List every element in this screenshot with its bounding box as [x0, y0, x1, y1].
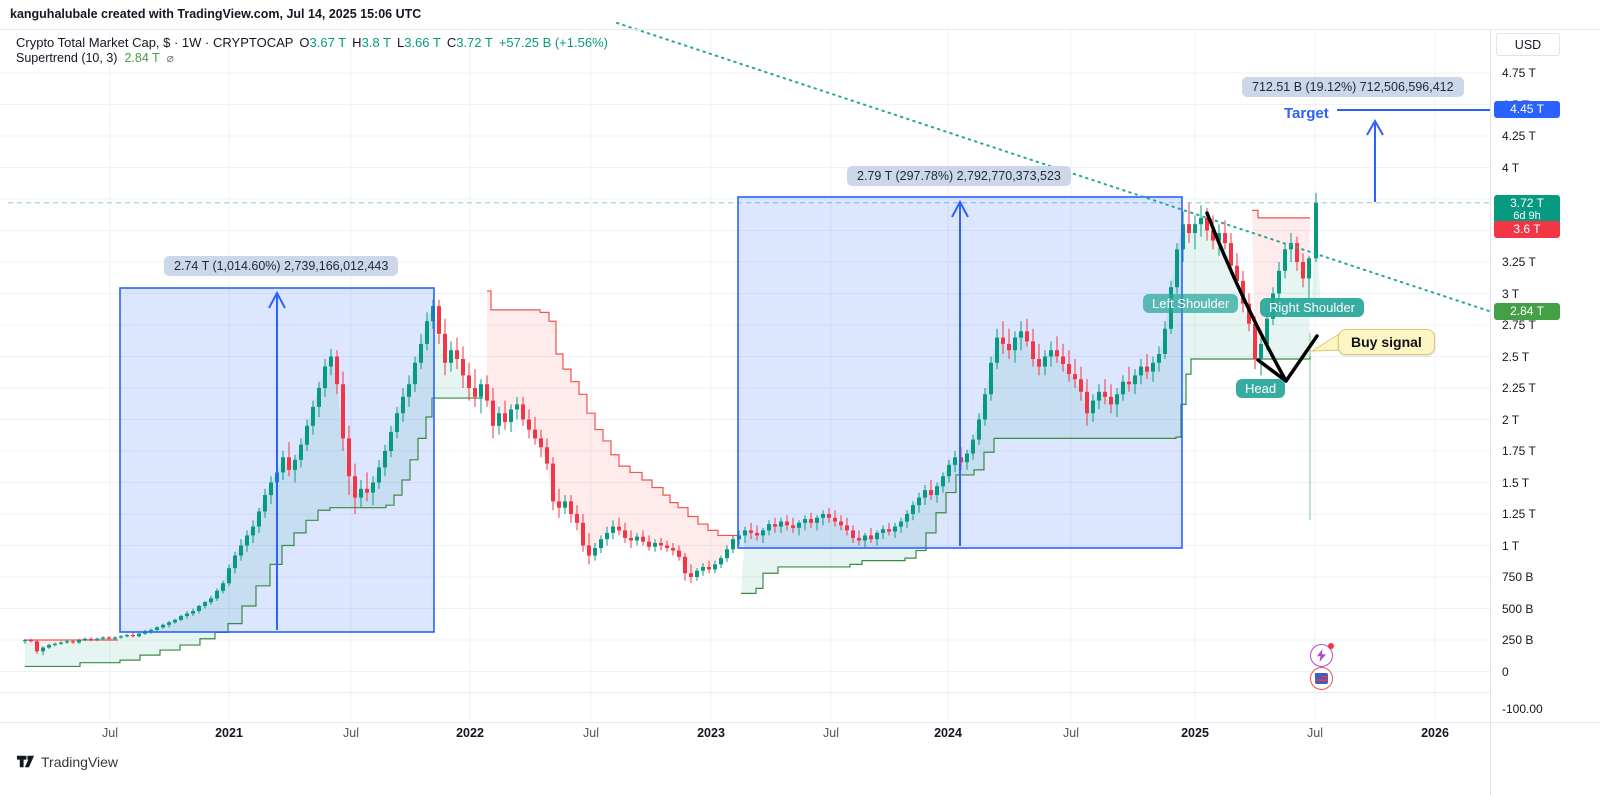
top-separator	[0, 29, 1600, 30]
pane-separator[interactable]	[0, 692, 1490, 693]
y-axis-tick: 1.25 T	[1502, 507, 1536, 521]
flag-idea-bubble[interactable]	[1310, 667, 1333, 690]
x-axis-tick: 2022	[456, 726, 484, 740]
y-axis-tick: 250 B	[1502, 633, 1534, 647]
indicator-value: 2.84 T	[124, 51, 160, 65]
y-axis-tick: 2.75 T	[1502, 318, 1536, 332]
lightning-icon	[1317, 649, 1326, 662]
bar-countdown: 6d 9h	[1513, 210, 1541, 222]
flag-icon	[1315, 673, 1328, 684]
symbol-title[interactable]: Crypto Total Market Cap, $ · 1W · CRYPTO…	[16, 35, 294, 50]
target-text[interactable]: Target	[1284, 105, 1329, 122]
indicator-hidden-icon[interactable]: ⌀	[166, 51, 174, 65]
attribution-text: kanguhalubale created with TradingView.c…	[10, 7, 422, 21]
measure-label-2021[interactable]: 2.74 T (1,014.60%) 2,739,166,012,443	[164, 256, 399, 276]
currency-selector[interactable]: USD	[1496, 33, 1560, 56]
x-axis-tick: 2026	[1421, 726, 1449, 740]
y-axis-tick: 500 B	[1502, 601, 1534, 616]
x-axis-tick: Jul	[823, 726, 839, 740]
y-axis-tick: 4.25 T	[1502, 129, 1536, 143]
y-axis-tick: 3 T	[1502, 286, 1520, 301]
target-arrow	[1337, 109, 1490, 202]
stop-level-badge: 3.6 T	[1494, 221, 1560, 238]
y-axis-tick: 4 T	[1502, 160, 1520, 175]
ohlc-high-value: 3.8 T	[361, 35, 391, 50]
tradingview-logo-icon	[16, 755, 35, 768]
tradingview-watermark[interactable]: TradingView	[16, 752, 118, 771]
x-axis-tick: 2021	[215, 726, 243, 740]
ohlc-low-label: L	[396, 35, 405, 50]
supertrend-value-badge: 2.84 T	[1494, 303, 1560, 320]
y-axis-tick: 3.25 T	[1502, 255, 1536, 269]
price-axis[interactable]	[1490, 30, 1600, 795]
right-shoulder-label[interactable]: Right Shoulder	[1260, 298, 1364, 317]
measure-arrows	[119, 196, 1183, 633]
time-axis-separator	[0, 722, 1600, 723]
ohlc-low-value: 3.66 T	[404, 35, 441, 50]
ohlc-open-label: O	[299, 35, 310, 50]
trend-arrow-black	[1205, 211, 1319, 383]
indicator-legend[interactable]: Supertrend (10, 3) 2.84 T ⌀	[16, 51, 174, 65]
grid	[0, 30, 1490, 722]
symbol-legend[interactable]: Crypto Total Market Cap, $ · 1W · CRYPTO…	[16, 35, 608, 50]
y-axis-tick: 4.75 T	[1502, 66, 1536, 80]
x-axis-tick: 2023	[697, 726, 725, 740]
x-axis-tick: 2025	[1181, 726, 1209, 740]
flash-idea-bubble[interactable]	[1310, 643, 1334, 667]
last-price-badge: 3.72 T 6d 9h	[1494, 195, 1560, 225]
ohlc-close-label: C	[446, 35, 457, 50]
change-value: +57.25 B (+1.56%)	[498, 35, 608, 50]
indicator-title[interactable]: Supertrend (10, 3)	[16, 51, 118, 65]
x-axis-tick: Jul	[583, 726, 599, 740]
x-axis-tick: Jul	[343, 726, 359, 740]
y-axis-tick: 1.75 T	[1502, 444, 1536, 458]
x-axis-tick: Jul	[1063, 726, 1079, 740]
y-axis-tick: 1 T	[1502, 538, 1520, 553]
ohlc-close-value: 3.72 T	[456, 35, 493, 50]
y-axis-tick: 1.5 T	[1502, 475, 1530, 490]
notification-dot	[1328, 643, 1334, 649]
buy-signal-callout[interactable]: Buy signal	[1338, 329, 1435, 355]
x-axis-tick: Jul	[1307, 726, 1323, 740]
watermark-text: TradingView	[41, 753, 119, 770]
y-axis-tick: 0	[1502, 664, 1509, 679]
y-axis-tick: 750 B	[1502, 570, 1534, 584]
measure-label-2024[interactable]: 2.79 T (297.78%) 2,792,770,373,523	[847, 166, 1071, 186]
left-shoulder-label[interactable]: Left Shoulder	[1143, 294, 1239, 313]
y-axis-tick: 2 T	[1502, 412, 1520, 427]
ohlc-high-label: H	[352, 35, 362, 50]
target-price-badge: 4.45 T	[1494, 101, 1560, 118]
y-axis-tick: -100.00	[1502, 702, 1543, 716]
x-axis-tick: 2024	[934, 726, 962, 740]
y-axis-tick: 2.25 T	[1502, 381, 1536, 395]
candlestick-series	[23, 192, 1318, 656]
ohlc-open-value: 3.67 T	[309, 35, 347, 50]
measure-label-target[interactable]: 712.51 B (19.12%) 712,506,596,412	[1242, 77, 1464, 97]
head-label[interactable]: Head	[1236, 379, 1286, 398]
last-price-value: 3.72 T	[1510, 196, 1544, 210]
x-axis-tick: Jul	[102, 726, 118, 740]
y-axis-tick: 2.5 T	[1502, 349, 1530, 364]
